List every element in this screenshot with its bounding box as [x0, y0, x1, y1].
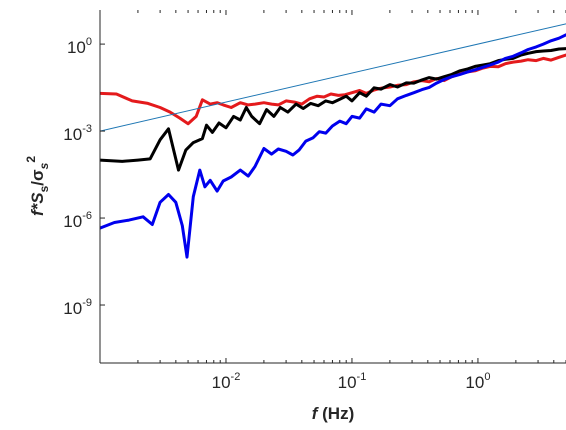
x-tick-exp: 0: [484, 371, 490, 383]
y-tick-label: 10-6: [63, 210, 92, 231]
y-tick-base: 10: [67, 38, 86, 57]
y-tick-label: 100: [67, 36, 92, 57]
x-tick-base: 10: [212, 373, 231, 392]
series-line-4: [100, 23, 566, 132]
series-line-3: [100, 33, 566, 259]
y-tick-label: 10-9: [63, 297, 92, 318]
y-tick-exp: -3: [82, 123, 92, 135]
y-tick-exp: -9: [82, 297, 92, 309]
x-tick-base: 10: [465, 373, 484, 392]
x-tick-base: 10: [338, 373, 357, 392]
y-tick-label: 10-3: [63, 123, 92, 144]
y-tick-exp: -6: [82, 210, 92, 222]
x-axis-label: f (Hz): [312, 404, 355, 423]
plot-area: [100, 10, 566, 363]
y-axis-label: f*Ss/σs2: [24, 156, 51, 216]
x-tick-label: 10-1: [338, 371, 367, 392]
x-tick-label: 100: [465, 371, 490, 392]
y-tick-base: 10: [63, 299, 82, 318]
x-tick-exp: -2: [231, 371, 241, 383]
x-tick-exp: -1: [357, 371, 367, 383]
axes-layer: [99, 10, 566, 364]
series-layer: [100, 23, 566, 259]
x-tick-label: 10-2: [212, 371, 241, 392]
y-tick-base: 10: [63, 212, 82, 231]
series-line-1: [100, 53, 566, 126]
y-tick-base: 10: [63, 125, 82, 144]
y-tick-exp: 0: [86, 36, 92, 48]
